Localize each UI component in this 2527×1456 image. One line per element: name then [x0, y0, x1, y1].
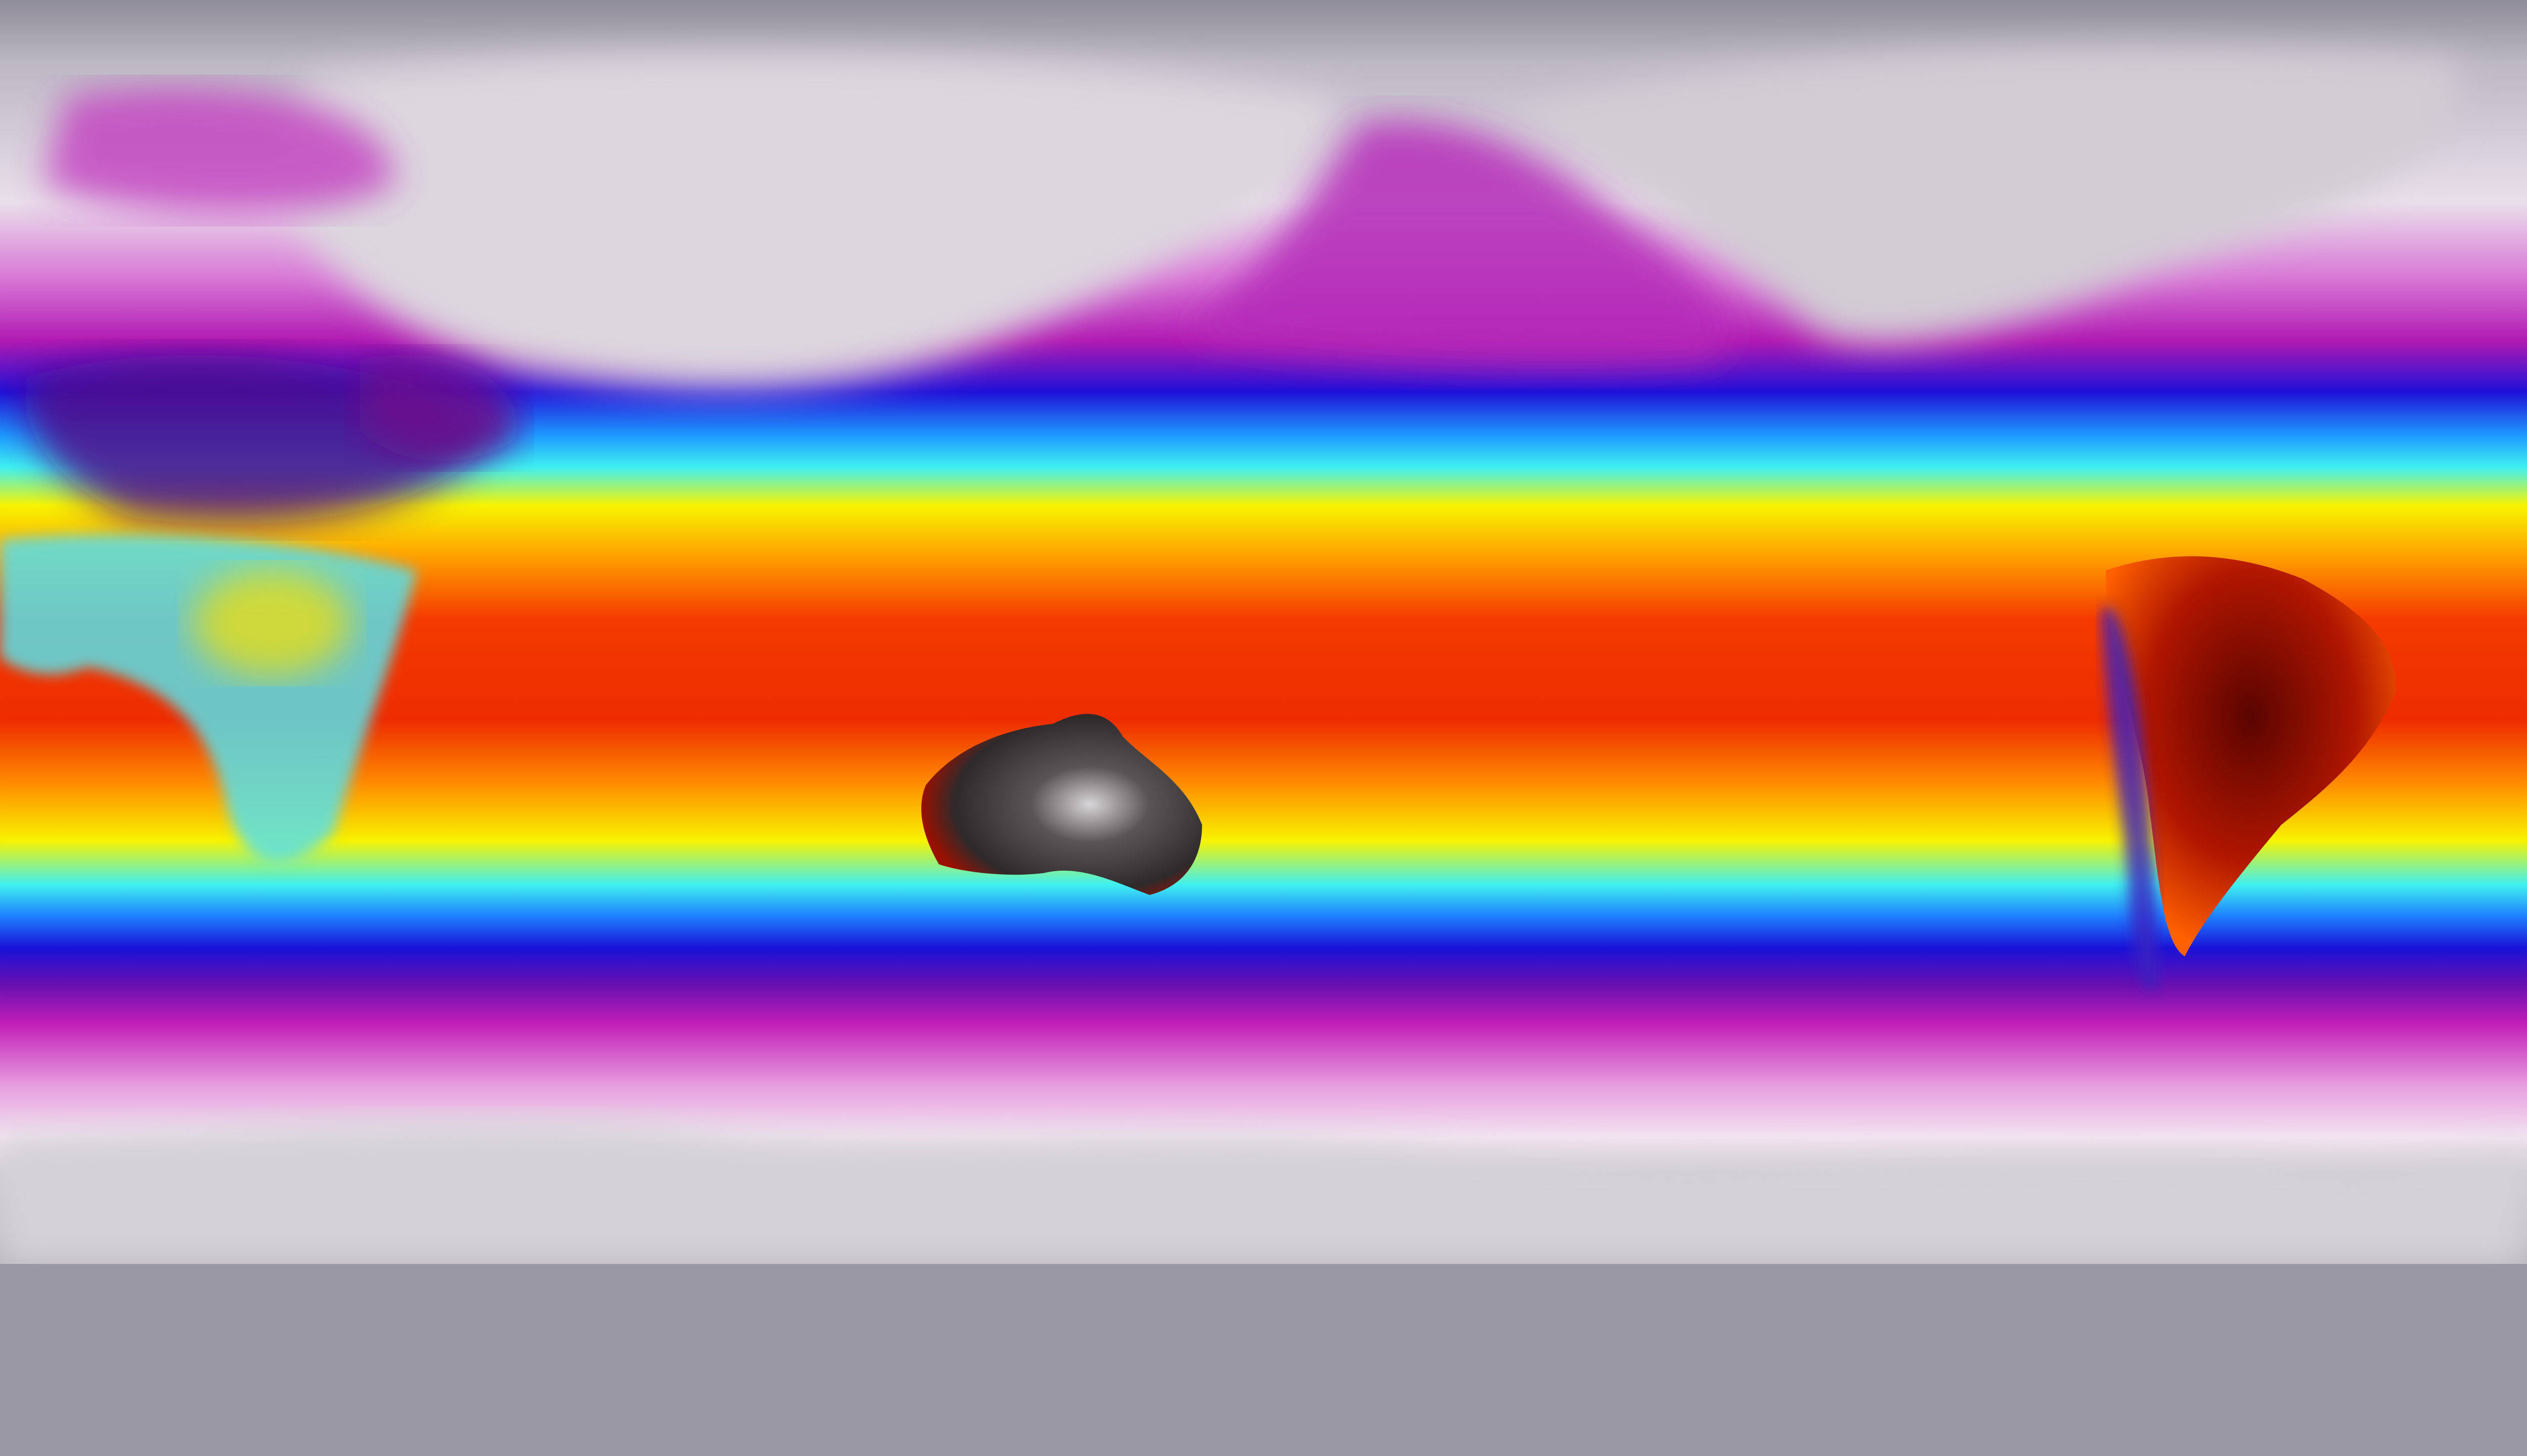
eurasia-landmass — [280, 54, 1338, 389]
europe-magenta-region — [43, 87, 395, 214]
north-america-landmass — [1513, 50, 2459, 343]
global-temperature-map — [0, 0, 2527, 1264]
south-america-landmass — [2105, 556, 2396, 957]
antarctica-landmass — [0, 1120, 2527, 1264]
tibet-purple-region — [359, 355, 519, 461]
andes-cold-strip — [2101, 605, 2159, 990]
pacific-cold-tongue — [1184, 120, 1728, 365]
africa-hot-spot — [193, 570, 351, 676]
australia-landmass — [921, 714, 1202, 895]
